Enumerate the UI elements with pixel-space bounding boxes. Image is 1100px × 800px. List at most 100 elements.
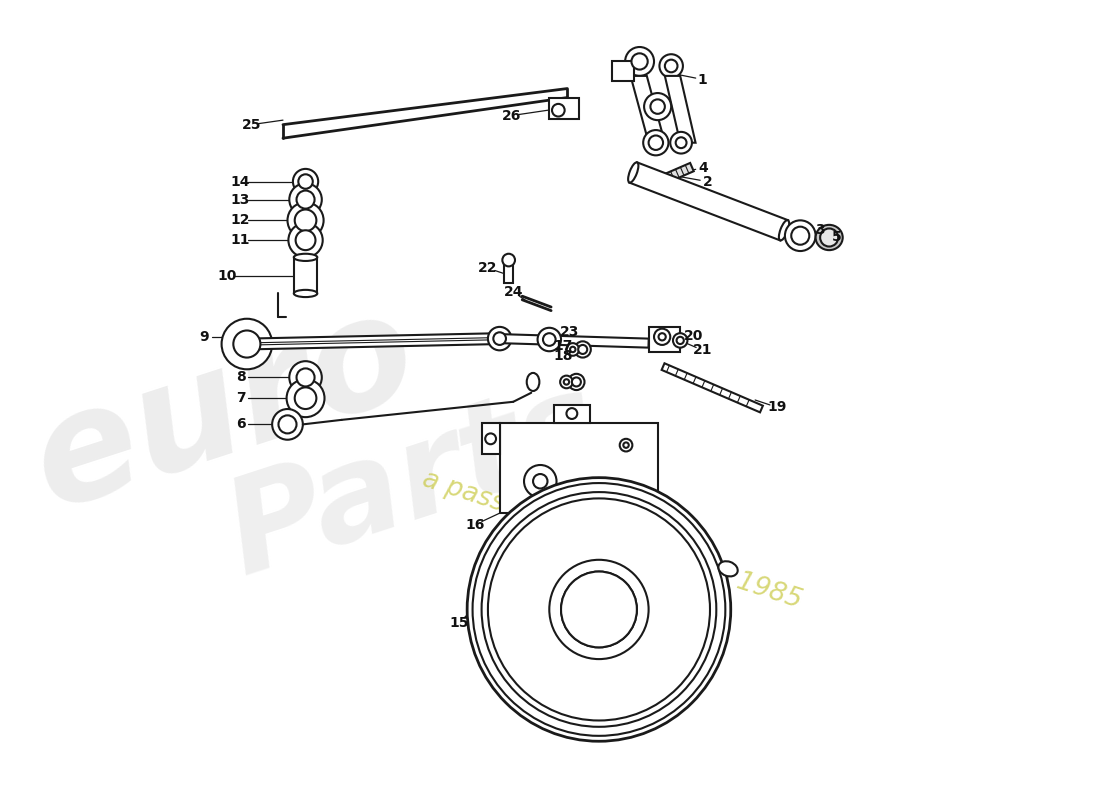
- Circle shape: [649, 135, 663, 150]
- Text: 26: 26: [502, 109, 521, 122]
- Circle shape: [538, 328, 561, 351]
- Circle shape: [298, 174, 312, 189]
- Text: 23: 23: [560, 326, 579, 339]
- Circle shape: [289, 361, 322, 394]
- Polygon shape: [246, 338, 499, 345]
- Circle shape: [560, 376, 573, 388]
- Circle shape: [296, 230, 316, 250]
- Circle shape: [624, 442, 629, 448]
- Circle shape: [572, 378, 581, 386]
- Polygon shape: [246, 333, 499, 350]
- Text: 13: 13: [231, 193, 250, 206]
- Polygon shape: [649, 327, 680, 352]
- Text: 3: 3: [815, 223, 825, 238]
- Circle shape: [561, 571, 637, 647]
- Circle shape: [293, 169, 318, 194]
- Circle shape: [295, 210, 317, 231]
- Ellipse shape: [294, 290, 317, 297]
- Text: 24: 24: [504, 285, 522, 298]
- Text: 12: 12: [231, 214, 251, 227]
- Circle shape: [664, 60, 678, 72]
- Polygon shape: [482, 422, 499, 454]
- Text: 20: 20: [684, 329, 703, 343]
- Circle shape: [287, 202, 323, 238]
- Text: 16: 16: [465, 518, 485, 531]
- Text: euro: euro: [14, 278, 434, 541]
- Text: 14: 14: [231, 174, 251, 189]
- Circle shape: [288, 223, 322, 258]
- Text: 22: 22: [478, 261, 497, 275]
- Polygon shape: [661, 363, 763, 412]
- Circle shape: [644, 130, 669, 155]
- Circle shape: [543, 333, 556, 346]
- Text: 9: 9: [199, 330, 209, 344]
- Circle shape: [572, 582, 626, 637]
- Circle shape: [566, 408, 578, 419]
- Circle shape: [631, 54, 648, 70]
- Ellipse shape: [628, 162, 638, 182]
- Text: 4: 4: [697, 161, 707, 175]
- Circle shape: [670, 132, 692, 154]
- Circle shape: [482, 492, 716, 727]
- Circle shape: [297, 369, 315, 386]
- Circle shape: [566, 343, 579, 356]
- Text: 1: 1: [697, 73, 707, 86]
- Circle shape: [473, 483, 725, 736]
- Circle shape: [570, 346, 575, 352]
- Polygon shape: [504, 260, 514, 282]
- Circle shape: [625, 47, 654, 76]
- Circle shape: [785, 220, 815, 251]
- Circle shape: [821, 229, 838, 246]
- Circle shape: [488, 498, 710, 721]
- Circle shape: [563, 379, 569, 385]
- Circle shape: [534, 474, 548, 489]
- Text: 25: 25: [242, 118, 261, 132]
- Ellipse shape: [779, 220, 789, 241]
- Circle shape: [561, 571, 637, 647]
- Circle shape: [659, 54, 683, 78]
- Circle shape: [272, 409, 302, 440]
- Circle shape: [289, 183, 322, 216]
- Circle shape: [579, 345, 587, 354]
- Circle shape: [297, 190, 315, 209]
- Circle shape: [488, 327, 512, 350]
- Text: 15: 15: [449, 616, 469, 630]
- Text: Parts: Parts: [211, 362, 616, 601]
- Polygon shape: [553, 405, 590, 422]
- Polygon shape: [664, 76, 695, 142]
- Text: 11: 11: [231, 234, 251, 247]
- Polygon shape: [663, 163, 694, 183]
- Text: a passion for Parts since 1985: a passion for Parts since 1985: [419, 466, 805, 614]
- Polygon shape: [499, 422, 658, 513]
- Circle shape: [645, 93, 671, 120]
- Ellipse shape: [294, 254, 317, 261]
- Polygon shape: [294, 258, 317, 294]
- Ellipse shape: [815, 225, 843, 250]
- Polygon shape: [499, 334, 649, 348]
- Ellipse shape: [718, 562, 738, 577]
- Circle shape: [675, 138, 686, 148]
- Text: 5: 5: [832, 230, 842, 243]
- Circle shape: [524, 465, 557, 498]
- Circle shape: [791, 226, 810, 245]
- Circle shape: [221, 318, 272, 370]
- Circle shape: [654, 329, 670, 345]
- Circle shape: [287, 379, 324, 417]
- Circle shape: [278, 415, 297, 434]
- Circle shape: [493, 332, 506, 345]
- Text: 18: 18: [553, 349, 573, 362]
- Circle shape: [468, 478, 730, 742]
- Polygon shape: [629, 162, 788, 240]
- Polygon shape: [549, 98, 579, 119]
- Text: 17: 17: [553, 339, 572, 353]
- Text: 7: 7: [235, 391, 245, 405]
- Text: 8: 8: [235, 370, 245, 385]
- Text: 19: 19: [767, 400, 786, 414]
- Circle shape: [659, 333, 666, 341]
- Circle shape: [503, 254, 515, 266]
- Circle shape: [485, 434, 496, 444]
- Polygon shape: [630, 76, 664, 142]
- Circle shape: [233, 330, 261, 358]
- Circle shape: [569, 374, 584, 390]
- Polygon shape: [613, 62, 635, 82]
